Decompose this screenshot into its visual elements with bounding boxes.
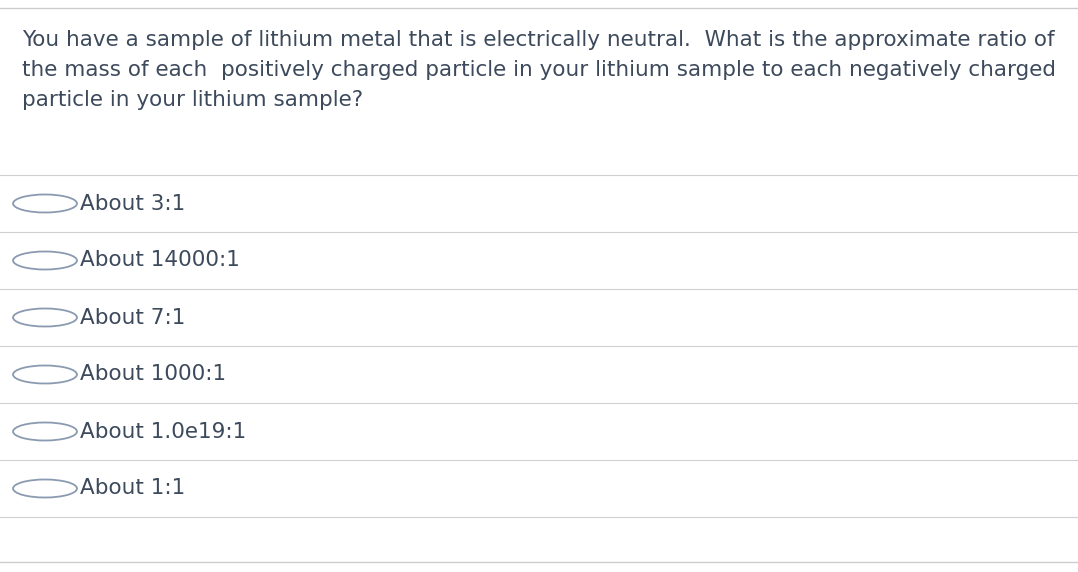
Text: the mass of each  positively charged particle in your lithium sample to each neg: the mass of each positively charged part… (22, 60, 1056, 80)
Text: About 1000:1: About 1000:1 (80, 364, 226, 384)
Text: About 7:1: About 7:1 (80, 308, 185, 328)
Text: About 1.0e19:1: About 1.0e19:1 (80, 422, 246, 442)
Text: About 1:1: About 1:1 (80, 479, 185, 499)
Text: particle in your lithium sample?: particle in your lithium sample? (22, 90, 363, 110)
Text: About 14000:1: About 14000:1 (80, 251, 240, 271)
Text: You have a sample of lithium metal that is electrically neutral.  What is the ap: You have a sample of lithium metal that … (22, 30, 1054, 50)
Text: About 3:1: About 3:1 (80, 193, 185, 213)
